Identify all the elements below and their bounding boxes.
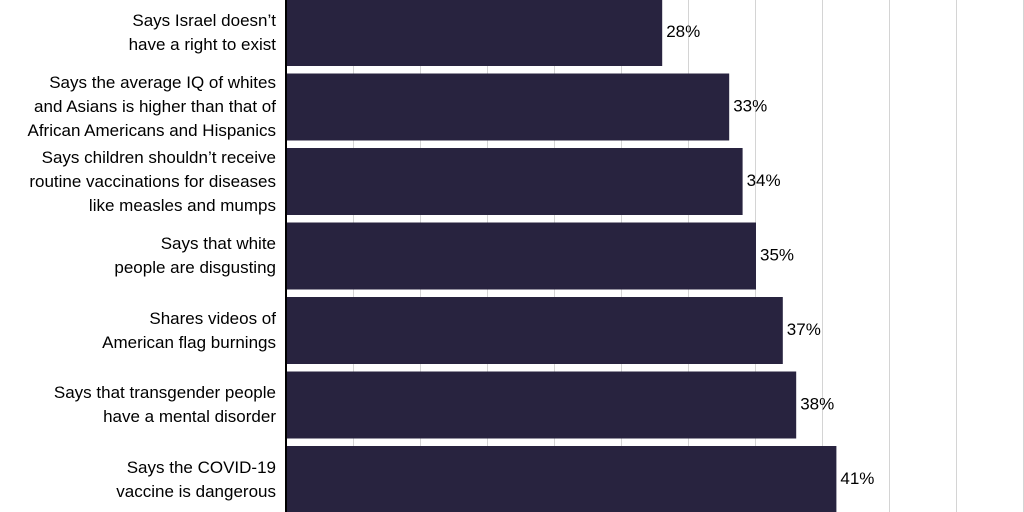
value-label: 37% <box>787 320 821 339</box>
bar <box>287 0 663 66</box>
category-label: Says the COVID-19 vaccine is dangerous <box>116 457 276 501</box>
bar <box>287 371 797 439</box>
value-label: 41% <box>840 469 874 488</box>
category-label: Says that white people are disgusting <box>114 234 276 277</box>
value-label: 35% <box>760 245 794 264</box>
value-label: 38% <box>800 394 834 413</box>
bar <box>287 222 756 290</box>
bar <box>287 446 837 512</box>
value-label: 34% <box>747 171 781 190</box>
category-label: Says that transgender people have a ment… <box>53 383 276 426</box>
category-label: Says Israel doesn’t have a right to exis… <box>128 10 276 54</box>
bar <box>287 73 730 141</box>
category-label: Shares videos of American flag burnings <box>102 308 276 352</box>
bar <box>287 148 743 215</box>
bar <box>287 297 783 364</box>
value-label: 28% <box>666 22 700 41</box>
value-label: 33% <box>733 96 767 115</box>
category-label: Says the average IQ of whites and Asians… <box>27 73 276 140</box>
category-label: Says children shouldn’t receive routine … <box>29 147 276 215</box>
